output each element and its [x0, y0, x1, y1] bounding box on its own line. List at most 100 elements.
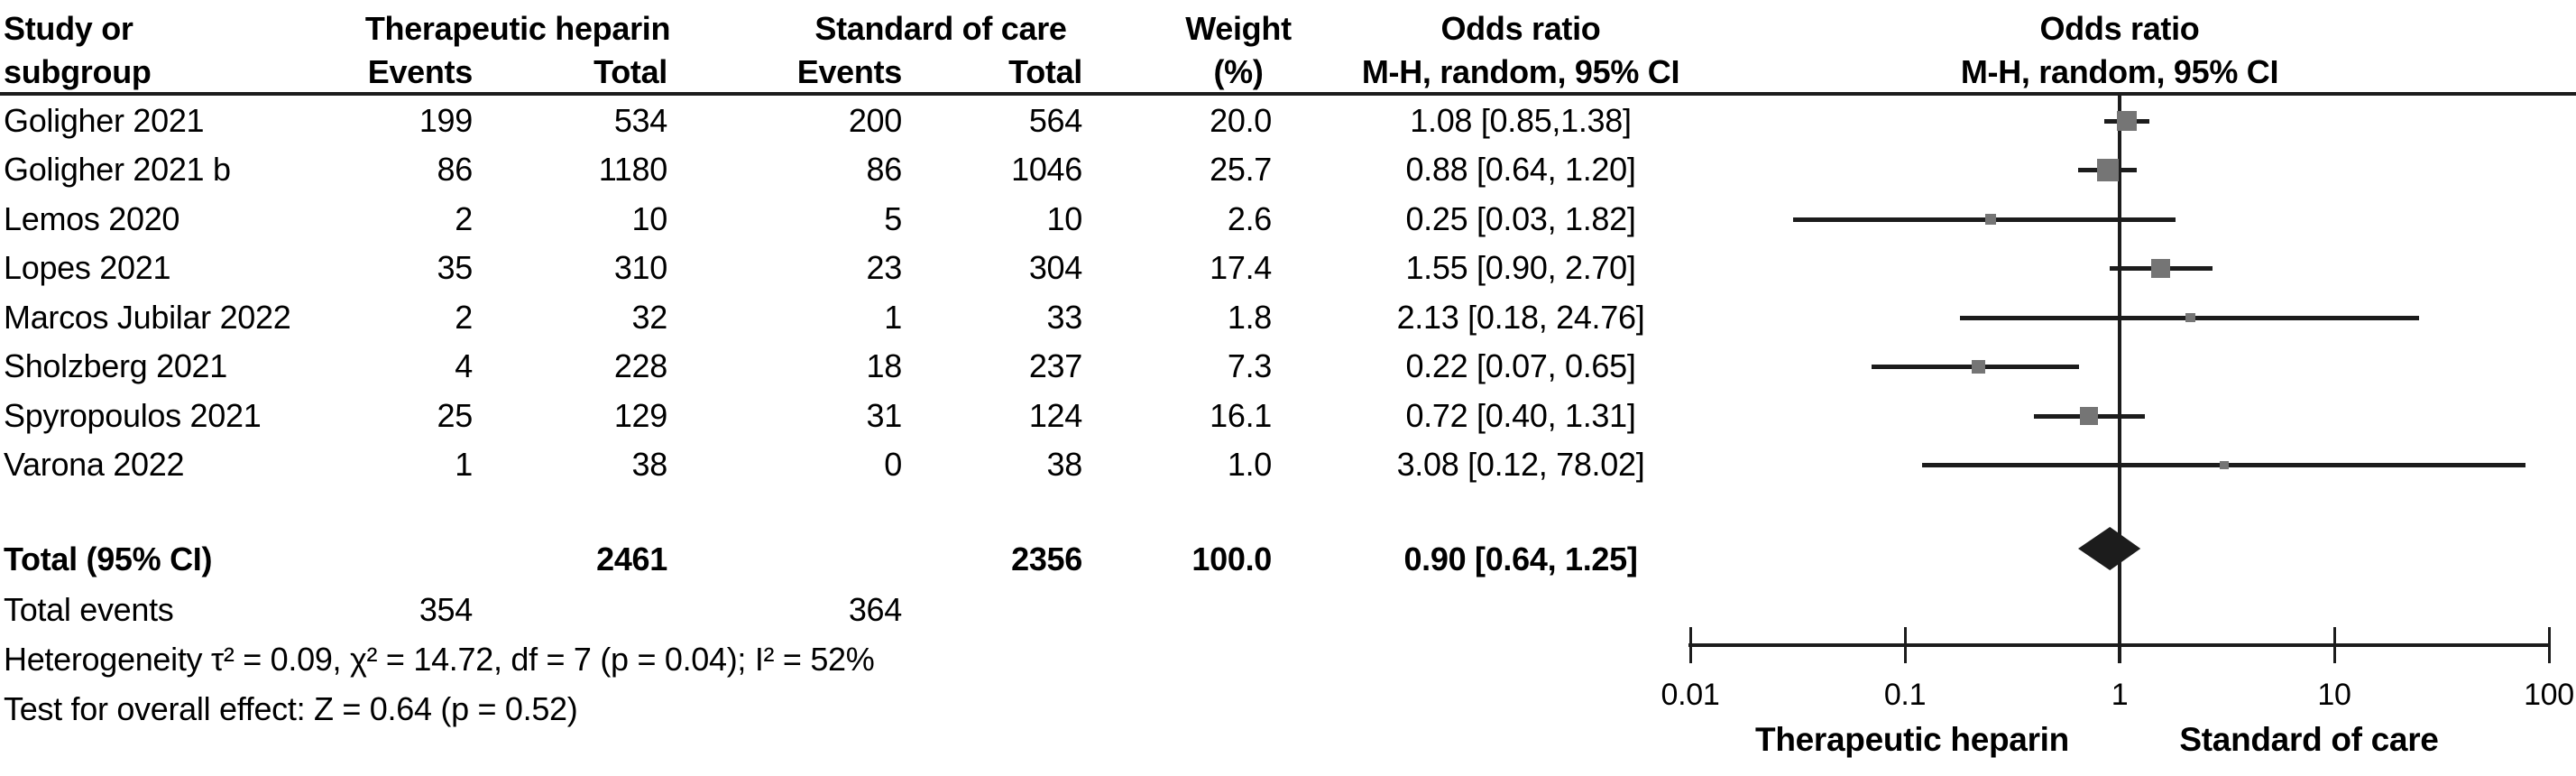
header-soc-total: Total	[1008, 53, 1082, 90]
axis-tick-label: 10	[2317, 678, 2351, 712]
header-divider	[0, 92, 2576, 96]
axis-label-therapeutic-heparin: Therapeutic heparin	[1755, 721, 2069, 758]
header-study-line2: subgroup	[4, 53, 152, 90]
table-row: Goligher 2021 199 534 200 564 20.0 1.08 …	[0, 97, 2576, 145]
axis-tick-label: 1	[2111, 678, 2129, 712]
header-weight-line2: (%)	[1213, 53, 1264, 90]
soc-total-value: 10	[1046, 200, 1083, 237]
soc-events-value: 0	[884, 446, 902, 483]
table-row: Spyropoulos 2021 25 129 31 124 16.1 0.72…	[0, 392, 2576, 440]
plot-header-or-line1: Odds ratio	[2039, 10, 2200, 47]
table-row: Sholzberg 2021 4 228 18 237 7.3 0.22 [0.…	[0, 342, 2576, 391]
axis-tick-label: 0.1	[1883, 678, 1927, 712]
total-events-th: 354	[419, 591, 473, 628]
total-events-label: Total events	[4, 591, 174, 628]
th-total-value: 32	[631, 299, 668, 336]
header-or-line1: Odds ratio	[1440, 10, 1601, 47]
study-square	[2079, 406, 2099, 426]
axis-tick	[2118, 627, 2121, 663]
total-weight: 100.0	[1191, 540, 1272, 577]
soc-events-value: 1	[884, 299, 902, 336]
th-events-value: 199	[419, 102, 473, 139]
study-square	[2185, 312, 2195, 323]
soc-events-value: 5	[884, 200, 902, 237]
th-total-value: 228	[613, 347, 667, 384]
total-row: Total (95% CI) 2461 2356 100.0 0.90 [0.6…	[0, 535, 2576, 584]
study-square	[1984, 214, 1996, 225]
header-soc-events: Events	[796, 53, 903, 90]
th-total-value: 10	[631, 200, 668, 237]
table-row: Lemos 2020 2 10 5 10 2.6 0.25 [0.03, 1.8…	[0, 195, 2576, 244]
th-events-value: 4	[455, 347, 473, 384]
overall-effect-text: Test for overall effect: Z = 0.64 (p = 0…	[4, 690, 578, 727]
or-ci-value: 0.22 [0.07, 0.65]	[1405, 347, 1636, 384]
header-th-events: Events	[367, 53, 474, 90]
or-ci-value: 3.08 [0.12, 78.02]	[1396, 446, 1645, 483]
th-events-value: 1	[455, 446, 473, 483]
axis-tick-label: 100	[2524, 678, 2574, 712]
study-label: Sholzberg 2021	[4, 347, 227, 384]
axis-tick	[2547, 627, 2551, 663]
or-ci-value: 1.55 [0.90, 2.70]	[1405, 249, 1636, 286]
header-group-therapeutic-heparin: Therapeutic heparin	[364, 10, 671, 47]
header-or-line2: M-H, random, 95% CI	[1361, 53, 1680, 90]
or-ci-value: 0.88 [0.64, 1.20]	[1405, 151, 1636, 188]
header-study-line1: Study or	[4, 10, 133, 47]
study-label: Spyropoulos 2021	[4, 397, 262, 434]
plot-header-or-line2: M-H, random, 95% CI	[1960, 53, 2279, 90]
th-events-value: 35	[437, 249, 474, 286]
total-events-row: Total events 354 364	[0, 586, 2576, 634]
study-label: Varona 2022	[4, 446, 185, 483]
table-row: Goligher 2021 b 86 1180 86 1046 25.7 0.8…	[0, 145, 2576, 194]
weight-value: 1.8	[1227, 299, 1272, 336]
total-soc-total: 2356	[1011, 540, 1082, 577]
table-row: Lopes 2021 35 310 23 304 17.4 1.55 [0.90…	[0, 244, 2576, 292]
total-or-ci: 0.90 [0.64, 1.25]	[1403, 540, 1638, 577]
th-events-value: 86	[437, 151, 474, 188]
study-square	[2096, 159, 2119, 181]
soc-total-value: 564	[1028, 102, 1082, 139]
soc-total-value: 124	[1028, 397, 1082, 434]
th-total-value: 1180	[598, 151, 668, 188]
no-effect-line	[2118, 96, 2121, 663]
soc-events-value: 86	[866, 151, 903, 188]
study-label: Lemos 2020	[4, 200, 180, 237]
axis-tick	[1903, 627, 1907, 663]
ci-line	[1792, 217, 2176, 222]
table-row: Varona 2022 1 38 0 38 1.0 3.08 [0.12, 78…	[0, 440, 2576, 489]
soc-total-value: 33	[1046, 299, 1083, 336]
study-label: Goligher 2021	[4, 102, 205, 139]
header-group-standard-of-care: Standard of care	[814, 10, 1067, 47]
study-label: Marcos Jubilar 2022	[4, 299, 291, 336]
soc-total-value: 304	[1028, 249, 1082, 286]
axis-tick	[1688, 627, 1692, 663]
weight-value: 20.0	[1210, 102, 1272, 139]
axis-tick-label: 0.01	[1661, 678, 1720, 712]
th-total-value: 310	[613, 249, 667, 286]
or-ci-value: 0.72 [0.40, 1.31]	[1405, 397, 1636, 434]
weight-value: 1.0	[1227, 446, 1272, 483]
total-label: Total (95% CI)	[4, 540, 213, 577]
study-square	[1971, 359, 1986, 374]
soc-total-value: 1046	[1011, 151, 1082, 188]
soc-events-value: 31	[866, 397, 903, 434]
study-label: Goligher 2021 b	[4, 151, 231, 188]
th-events-value: 25	[437, 397, 474, 434]
study-square	[2150, 258, 2170, 278]
th-events-value: 2	[455, 299, 473, 336]
th-events-value: 2	[455, 200, 473, 237]
soc-events-value: 18	[866, 347, 903, 384]
table-row: Marcos Jubilar 2022 2 32 1 33 1.8 2.13 […	[0, 293, 2576, 342]
weight-value: 17.4	[1210, 249, 1272, 286]
header-weight-line1: Weight	[1185, 10, 1292, 47]
soc-total-value: 38	[1046, 446, 1083, 483]
axis-tick	[2332, 627, 2336, 663]
total-events-soc: 364	[848, 591, 902, 628]
weight-value: 2.6	[1227, 200, 1272, 237]
total-th-total: 2461	[596, 540, 667, 577]
header-th-total: Total	[593, 53, 667, 90]
th-total-value: 534	[613, 102, 667, 139]
or-ci-value: 0.25 [0.03, 1.82]	[1405, 200, 1636, 237]
